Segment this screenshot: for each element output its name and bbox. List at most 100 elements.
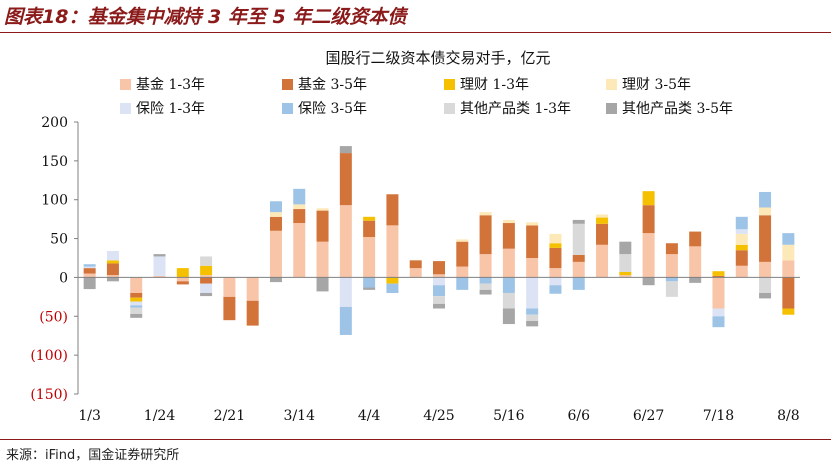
chart-title: 国股行二级资本债交易对手，亿元 xyxy=(325,49,550,67)
bar-segment xyxy=(735,216,748,230)
bar-segment xyxy=(479,254,492,278)
y-tick-label: (50) xyxy=(39,309,68,325)
bar-segment xyxy=(130,305,143,308)
bar-segment xyxy=(665,277,678,282)
bar-segment xyxy=(409,268,422,278)
bar-segment xyxy=(759,261,772,278)
bar-segment xyxy=(409,260,422,269)
y-tick-label: 50 xyxy=(50,232,68,248)
bar-segment xyxy=(223,296,236,321)
bar-segment xyxy=(619,275,632,278)
bar-segment xyxy=(735,233,748,245)
bars xyxy=(83,146,795,335)
source-divider xyxy=(0,439,831,440)
bar-segment xyxy=(176,277,189,282)
bar-segment xyxy=(759,292,772,299)
y-tick-label: (100) xyxy=(30,348,68,364)
bar-segment xyxy=(712,275,725,278)
bar-segment xyxy=(712,316,725,328)
bar-segment xyxy=(526,258,539,278)
bar-segment xyxy=(782,260,795,278)
bar-segment xyxy=(689,231,702,247)
legend-swatch xyxy=(120,79,131,90)
bar-segment xyxy=(526,320,539,327)
x-tick-label: 4/25 xyxy=(423,408,454,424)
bar-segment xyxy=(479,215,492,255)
bar-segment xyxy=(735,229,748,234)
legend-swatch xyxy=(444,79,455,90)
legend-swatch xyxy=(282,103,293,114)
bar-segment xyxy=(386,194,399,226)
bar-segment xyxy=(269,277,282,283)
bar-segment xyxy=(153,254,166,257)
bar-segment xyxy=(642,191,655,206)
bar-segment xyxy=(200,256,213,266)
bar-segment xyxy=(83,273,96,278)
bar-segment xyxy=(619,254,632,272)
bar-segment xyxy=(549,233,562,244)
bar-segment xyxy=(456,239,469,242)
bar-segment xyxy=(433,303,445,309)
figure-title: 图表18：基金集中减持 3 年至 5 年二级资本债 xyxy=(4,6,407,28)
y-tick-label: 200 xyxy=(41,115,68,131)
bar-segment xyxy=(106,275,119,278)
bar-segment xyxy=(293,223,306,278)
bar-segment xyxy=(735,250,748,266)
bar-segment xyxy=(619,271,632,276)
bar-segment xyxy=(130,313,143,318)
legend-label: 理财 1-3年 xyxy=(460,77,529,93)
bar-segment xyxy=(433,296,445,304)
y-tick-label: 0 xyxy=(59,270,68,286)
bar-segment xyxy=(596,223,609,245)
bar-segment xyxy=(106,260,119,264)
bar-segment xyxy=(782,244,795,261)
bar-segment xyxy=(433,285,445,297)
bar-segment xyxy=(572,223,585,255)
bar-segment xyxy=(293,209,306,224)
y-tick-label: (150) xyxy=(30,387,68,403)
x-tick-label: 6/27 xyxy=(633,408,664,424)
legend-label: 理财 3-5年 xyxy=(622,77,691,93)
bar-segment xyxy=(316,241,329,278)
bar-segment xyxy=(642,277,655,286)
bar-segment xyxy=(549,277,562,286)
bar-segment xyxy=(130,277,143,293)
bar-segment xyxy=(130,307,143,314)
bar-segment xyxy=(549,285,562,294)
legend-swatch xyxy=(120,103,131,114)
bar-segment xyxy=(339,205,352,278)
bar-segment xyxy=(176,281,189,285)
title-divider xyxy=(0,32,831,33)
bar-segment xyxy=(526,308,539,315)
bar-segment xyxy=(782,308,795,315)
bar-segment xyxy=(200,265,213,276)
y-tick-label: 100 xyxy=(41,193,68,209)
bar-segment xyxy=(665,281,678,297)
bar-segment xyxy=(572,254,585,262)
stacked-bar-chart: 国股行二级资本债交易对手，亿元 基金 1-3年 基金 3-5年 理财 1-3年 理财 … xyxy=(30,49,800,424)
bar-segment xyxy=(526,222,539,226)
bar-segment xyxy=(502,308,515,325)
bar-segment xyxy=(665,254,678,278)
bar-segment xyxy=(502,277,515,293)
source-note: 来源：iFind，国金证券研究所 xyxy=(6,448,180,463)
bar-segment xyxy=(572,277,585,290)
bar-segment xyxy=(293,204,306,210)
bar-segment xyxy=(526,314,539,321)
bar-segment xyxy=(83,266,96,269)
bar-segment xyxy=(479,212,492,216)
bar-segment xyxy=(619,241,632,255)
bar-segment xyxy=(200,283,213,293)
bar-segment xyxy=(596,217,609,224)
bar-segment xyxy=(153,256,166,276)
x-axis: 1/3 1/24 2/21 3/14 4/4 4/25 5/16 6/6 6/27 7/18 8/8 xyxy=(78,276,800,424)
bar-segment xyxy=(293,188,306,205)
bar-segment xyxy=(363,220,376,238)
bar-segment xyxy=(782,277,795,309)
bar-segment xyxy=(502,248,515,278)
bar-segment xyxy=(735,244,748,251)
bar-segment xyxy=(759,207,772,216)
bar-segment xyxy=(339,153,352,206)
bar-segment xyxy=(549,247,562,269)
legend-label: 其他产品类 1-3年 xyxy=(460,101,571,117)
